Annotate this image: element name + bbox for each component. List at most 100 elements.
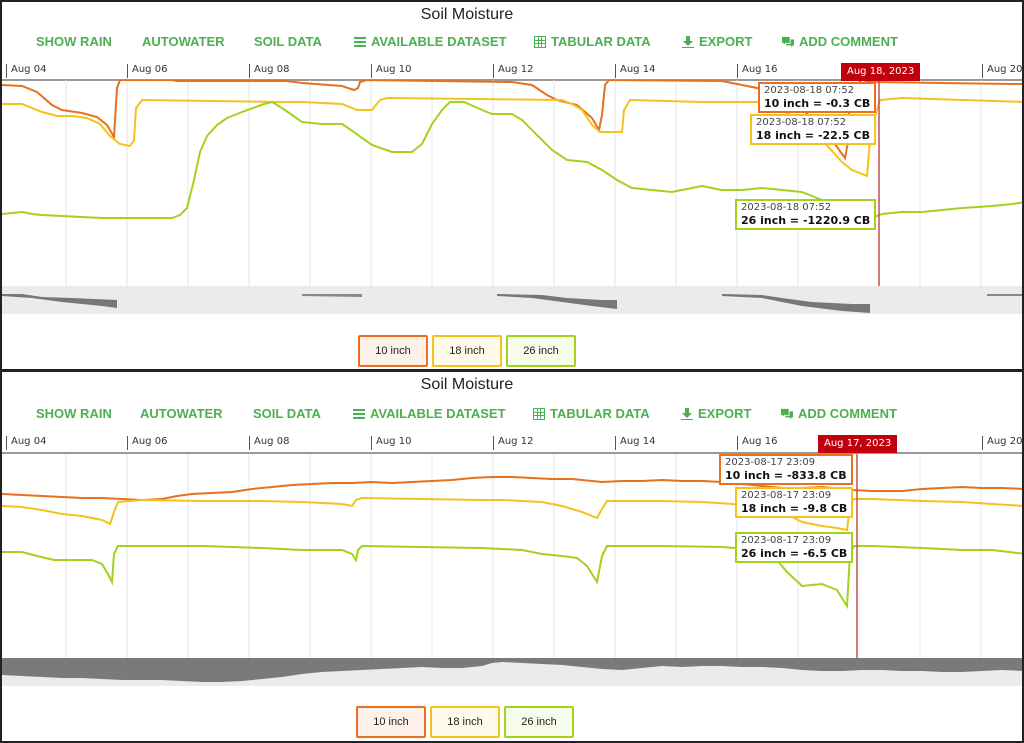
- x-tick: Aug 20: [982, 436, 1022, 450]
- legend-label: 18 inch: [447, 716, 483, 728]
- chart-legend: 10 inch 18 inch 26 inch: [356, 706, 574, 738]
- x-tick: Aug 06: [127, 436, 167, 450]
- plot-area[interactable]: [2, 454, 1022, 658]
- available-dataset-label: AVAILABLE DATASET: [371, 34, 507, 49]
- navigator-overview[interactable]: [2, 658, 1022, 686]
- export-label: EXPORT: [699, 34, 753, 49]
- tooltip-timestamp: 2023-08-18 07:52: [741, 202, 832, 213]
- x-tick: Aug 12: [493, 436, 533, 450]
- tabular-data-button[interactable]: TABULAR DATA: [534, 34, 651, 49]
- export-label: EXPORT: [698, 406, 752, 421]
- tabular-data-button[interactable]: TABULAR DATA: [533, 406, 650, 421]
- navigator-series: [2, 294, 1022, 313]
- tooltip-timestamp: 2023-08-17 23:09: [741, 490, 832, 501]
- soil-data-button[interactable]: SOIL DATA: [253, 406, 321, 421]
- legend-label: 26 inch: [523, 345, 559, 357]
- tooltip-26-inch: 2023-08-17 23:09 26 inch = -6.5 CB: [735, 532, 854, 563]
- x-tick: Aug 08: [249, 64, 289, 78]
- x-tick: Aug 20: [982, 64, 1022, 78]
- tooltip-26-inch: 2023-08-18 07:52 26 inch = -1220.9 CB: [735, 199, 877, 230]
- legend-label: 18 inch: [449, 345, 485, 357]
- autowater-button[interactable]: AUTOWATER: [142, 34, 225, 49]
- add-comment-label: ADD COMMENT: [799, 34, 898, 49]
- x-tick: Aug 10: [371, 64, 411, 78]
- soil-data-button[interactable]: SOIL DATA: [254, 34, 322, 49]
- x-axis: Aug 04 Aug 06 Aug 08 Aug 10 Aug 12 Aug 1…: [2, 62, 1022, 80]
- axis-line: [2, 79, 1022, 81]
- legend-label: 26 inch: [521, 716, 557, 728]
- list-icon: [353, 408, 365, 419]
- axis-line: [2, 452, 1022, 454]
- chart-legend: 10 inch 18 inch 26 inch: [358, 335, 576, 367]
- x-tick: Aug 10: [371, 436, 411, 450]
- table-grid-icon: [533, 407, 545, 420]
- autowater-button[interactable]: AUTOWATER: [140, 406, 223, 421]
- tooltip-value: 26 inch = -6.5 CB: [741, 547, 848, 560]
- legend-26-inch[interactable]: 26 inch: [506, 335, 576, 367]
- autowater-label: AUTOWATER: [140, 406, 223, 421]
- tooltip-value: 26 inch = -1220.9 CB: [741, 214, 871, 227]
- navigator-series: [2, 658, 1022, 682]
- show-rain-label: SHOW RAIN: [36, 34, 112, 49]
- soil-moisture-panel-bottom: Soil Moisture SHOW RAIN AUTOWATER SOIL D…: [0, 370, 1024, 743]
- tooltip-value: 10 inch = -0.3 CB: [764, 97, 871, 110]
- show-rain-button[interactable]: SHOW RAIN: [36, 406, 112, 421]
- x-tick: Aug 16: [737, 436, 777, 450]
- show-rain-button[interactable]: SHOW RAIN: [36, 34, 112, 49]
- x-tick: Aug 16: [737, 64, 777, 78]
- x-tick: Aug 06: [127, 64, 167, 78]
- download-icon: [682, 35, 694, 48]
- autowater-label: AUTOWATER: [142, 34, 225, 49]
- tooltip-value: 10 inch = -833.8 CB: [725, 469, 847, 482]
- export-button[interactable]: EXPORT: [681, 406, 751, 421]
- x-tick: Aug 14: [615, 64, 655, 78]
- current-date-badge: Aug 18, 2023: [841, 63, 921, 81]
- tooltip-timestamp: 2023-08-17 23:09: [725, 457, 816, 468]
- tooltip-timestamp: 2023-08-18 07:52: [756, 117, 847, 128]
- soil-data-label: SOIL DATA: [253, 406, 321, 421]
- legend-label: 10 inch: [375, 345, 411, 357]
- current-date-badge: Aug 17, 2023: [818, 435, 898, 453]
- download-icon: [681, 407, 693, 420]
- soil-data-label: SOIL DATA: [254, 34, 322, 49]
- add-comment-label: ADD COMMENT: [798, 406, 897, 421]
- add-comment-button[interactable]: ADD COMMENT: [781, 406, 897, 421]
- add-comment-button[interactable]: ADD COMMENT: [782, 34, 898, 49]
- available-dataset-label: AVAILABLE DATASET: [370, 406, 506, 421]
- export-button[interactable]: EXPORT: [682, 34, 752, 49]
- available-dataset-button[interactable]: AVAILABLE DATASET: [354, 34, 507, 49]
- legend-10-inch[interactable]: 10 inch: [358, 335, 428, 367]
- x-tick: Aug 04: [6, 436, 46, 450]
- tooltip-10-inch: 2023-08-17 23:09 10 inch = -833.8 CB: [719, 454, 853, 485]
- tooltip-timestamp: 2023-08-17 23:09: [741, 535, 832, 546]
- list-icon: [354, 36, 366, 47]
- tabular-data-label: TABULAR DATA: [550, 406, 650, 421]
- x-tick: Aug 12: [493, 64, 533, 78]
- x-tick: Aug 08: [249, 436, 289, 450]
- legend-10-inch[interactable]: 10 inch: [356, 706, 426, 738]
- comment-icon: [781, 408, 793, 419]
- legend-18-inch[interactable]: 18 inch: [432, 335, 502, 367]
- legend-18-inch[interactable]: 18 inch: [430, 706, 500, 738]
- x-axis: Aug 04 Aug 06 Aug 08 Aug 10 Aug 12 Aug 1…: [2, 434, 1022, 452]
- comment-icon: [782, 36, 794, 47]
- tooltip-18-inch: 2023-08-17 23:09 18 inch = -9.8 CB: [735, 487, 854, 518]
- soil-moisture-panel-top: Soil Moisture SHOW RAIN AUTOWATER SOIL D…: [0, 0, 1024, 371]
- x-tick: Aug 04: [6, 64, 46, 78]
- tooltip-value: 18 inch = -22.5 CB: [756, 129, 870, 142]
- navigator-overview[interactable]: [2, 286, 1022, 314]
- x-tick: Aug 14: [615, 436, 655, 450]
- legend-26-inch[interactable]: 26 inch: [504, 706, 574, 738]
- available-dataset-button[interactable]: AVAILABLE DATASET: [353, 406, 506, 421]
- table-grid-icon: [534, 35, 546, 48]
- chart-toolbar: SHOW RAIN AUTOWATER SOIL DATA AVAILABLE …: [2, 406, 1022, 428]
- chart-title: Soil Moisture: [420, 6, 514, 23]
- tooltip-10-inch: 2023-08-18 07:52 10 inch = -0.3 CB: [758, 82, 877, 113]
- tooltip-value: 18 inch = -9.8 CB: [741, 502, 848, 515]
- tooltip-timestamp: 2023-08-18 07:52: [764, 85, 855, 96]
- chart-title: Soil Moisture: [420, 376, 514, 393]
- tooltip-18-inch: 2023-08-18 07:52 18 inch = -22.5 CB: [750, 114, 876, 145]
- legend-label: 10 inch: [373, 716, 409, 728]
- show-rain-label: SHOW RAIN: [36, 406, 112, 421]
- tabular-data-label: TABULAR DATA: [551, 34, 651, 49]
